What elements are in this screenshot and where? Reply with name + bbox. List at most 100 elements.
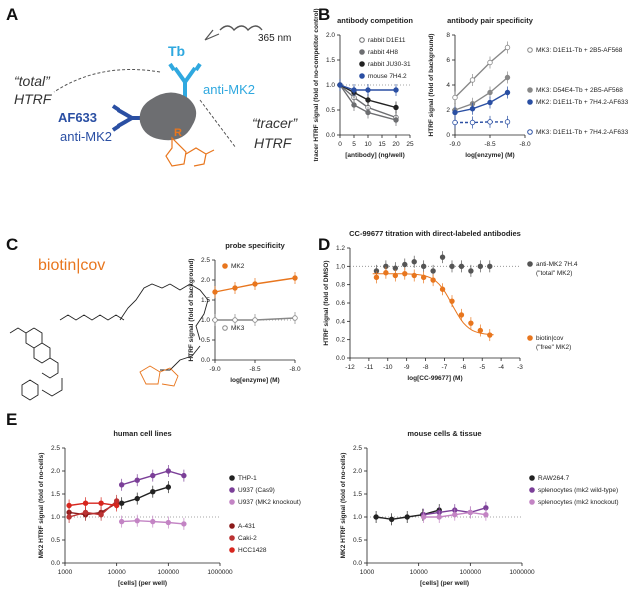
data-point xyxy=(449,263,455,270)
series-line xyxy=(339,84,397,119)
x-tick-label: 1000 xyxy=(360,569,375,576)
data-point xyxy=(504,44,511,51)
data-point xyxy=(411,259,417,265)
mk2-protein-icon xyxy=(139,92,197,141)
series-line xyxy=(454,46,508,98)
y-axis-label: HTRF signal (fold of background) xyxy=(428,34,435,137)
x-tick-label: 1000000 xyxy=(509,569,535,576)
data-point xyxy=(232,317,238,323)
y-tick-label: 0.5 xyxy=(326,107,335,114)
data-point xyxy=(150,472,156,479)
y-tick-label: 0 xyxy=(446,132,450,139)
data-point xyxy=(252,317,258,323)
data-point xyxy=(504,89,511,96)
data-point xyxy=(365,87,371,93)
x-tick-label: 15 xyxy=(378,141,386,148)
y-axis-label: tracer HTRF signal (fold of no-competito… xyxy=(313,8,320,161)
legend-marker xyxy=(527,87,533,93)
data-point xyxy=(420,263,427,270)
data-point xyxy=(181,521,187,527)
data-point xyxy=(411,272,417,279)
legend-label: mouse 7H4.2 xyxy=(368,73,407,80)
chart-title: antibody pair specificity xyxy=(447,16,534,25)
x-axis-label: log[CC-99677] (M) xyxy=(407,375,462,382)
data-point xyxy=(66,514,72,520)
y-tick-label: 1.5 xyxy=(353,491,362,498)
x-axis-label: [cells] (per well) xyxy=(420,580,469,587)
y-tick-label: 1.0 xyxy=(353,514,362,521)
y-tick-label: 1.5 xyxy=(51,491,60,498)
y-tick-label: 2.5 xyxy=(201,257,210,264)
legend-marker xyxy=(527,335,533,341)
data-point xyxy=(212,289,218,295)
data-point xyxy=(150,518,156,525)
y-tick-label: 2.0 xyxy=(353,468,362,475)
x-tick-label: -10 xyxy=(383,364,393,371)
data-point xyxy=(393,87,399,93)
data-point xyxy=(134,477,140,483)
y-tick-label: 0.0 xyxy=(326,132,335,139)
x-tick-label: -5 xyxy=(479,364,485,371)
data-point xyxy=(469,77,476,83)
data-point xyxy=(134,495,140,502)
legend-label: MK2 xyxy=(231,263,245,270)
x-tick-label: -8.5 xyxy=(249,366,261,373)
x-tick-label: -9.0 xyxy=(209,366,221,373)
x-tick-label: 1000000 xyxy=(207,569,233,576)
data-point xyxy=(383,270,389,276)
y-tick-label: 2.5 xyxy=(353,445,362,452)
legend-marker xyxy=(229,523,235,529)
x-tick-label: 10000 xyxy=(108,569,126,576)
legend-marker xyxy=(229,487,235,493)
data-point xyxy=(165,484,172,490)
chart-title: mouse cells & tissue xyxy=(407,429,481,438)
legend-label: splenocytes (mk2 knockout) xyxy=(538,499,619,506)
x-tick-label: -7 xyxy=(442,364,448,371)
anti-mk2-left-label: anti-MK2 xyxy=(60,129,112,144)
data-point xyxy=(82,509,89,516)
data-point xyxy=(337,82,343,88)
legend-label: rabbit D1E11 xyxy=(368,37,406,44)
data-point xyxy=(487,99,493,106)
data-point xyxy=(292,275,298,281)
y-tick-label: 0.5 xyxy=(201,337,210,344)
data-point xyxy=(392,272,399,279)
legend-label: HCC1428 xyxy=(238,547,267,554)
y-tick-label: 4 xyxy=(446,82,450,89)
y-tick-label: 1.0 xyxy=(326,82,335,89)
data-point xyxy=(458,312,465,318)
data-point xyxy=(430,277,436,283)
data-point xyxy=(365,97,371,103)
legend-marker xyxy=(359,61,365,67)
data-point xyxy=(504,119,511,125)
chart-e2: mouse cells & tissue 0.0 0.5 1.0 1.5 2.0 2.5 10… xyxy=(340,429,619,587)
y-tick-label: 0.0 xyxy=(353,560,362,567)
panel-label-d: D xyxy=(318,235,330,254)
chart-title: CC-99677 titration with direct-labeled a… xyxy=(349,229,521,238)
data-point xyxy=(469,119,476,126)
legend-label: anti-MK2 7H.4 xyxy=(536,261,578,268)
y-tick-label: 2.0 xyxy=(201,277,210,284)
y-tick-label: 1.5 xyxy=(201,297,210,304)
data-point xyxy=(420,514,427,520)
data-point xyxy=(351,102,357,108)
tb-label: Tb xyxy=(168,43,185,59)
legend-marker xyxy=(359,49,365,55)
af633-label: AF633 xyxy=(58,110,97,125)
data-point xyxy=(452,94,458,101)
biotin-cov-structure-icon xyxy=(9,283,209,401)
data-point xyxy=(436,514,442,520)
chart-e1: human cell lines 0.0 0.5 1.0 1.5 2.0 2.5 1000 10… xyxy=(38,429,301,587)
data-point xyxy=(504,74,511,81)
tracer-arrow-icon xyxy=(199,99,237,149)
y-tick-label: 1.5 xyxy=(326,57,335,64)
data-point xyxy=(439,254,446,260)
legend-marker xyxy=(529,487,535,493)
legend-marker xyxy=(527,261,533,267)
legend-label: MK3: D54E4-Tb + 2B5-AF568 xyxy=(536,87,623,94)
series-line xyxy=(454,91,508,114)
data-point xyxy=(402,261,408,268)
x-tick-label: -8.0 xyxy=(289,366,301,373)
series-line xyxy=(339,84,397,121)
